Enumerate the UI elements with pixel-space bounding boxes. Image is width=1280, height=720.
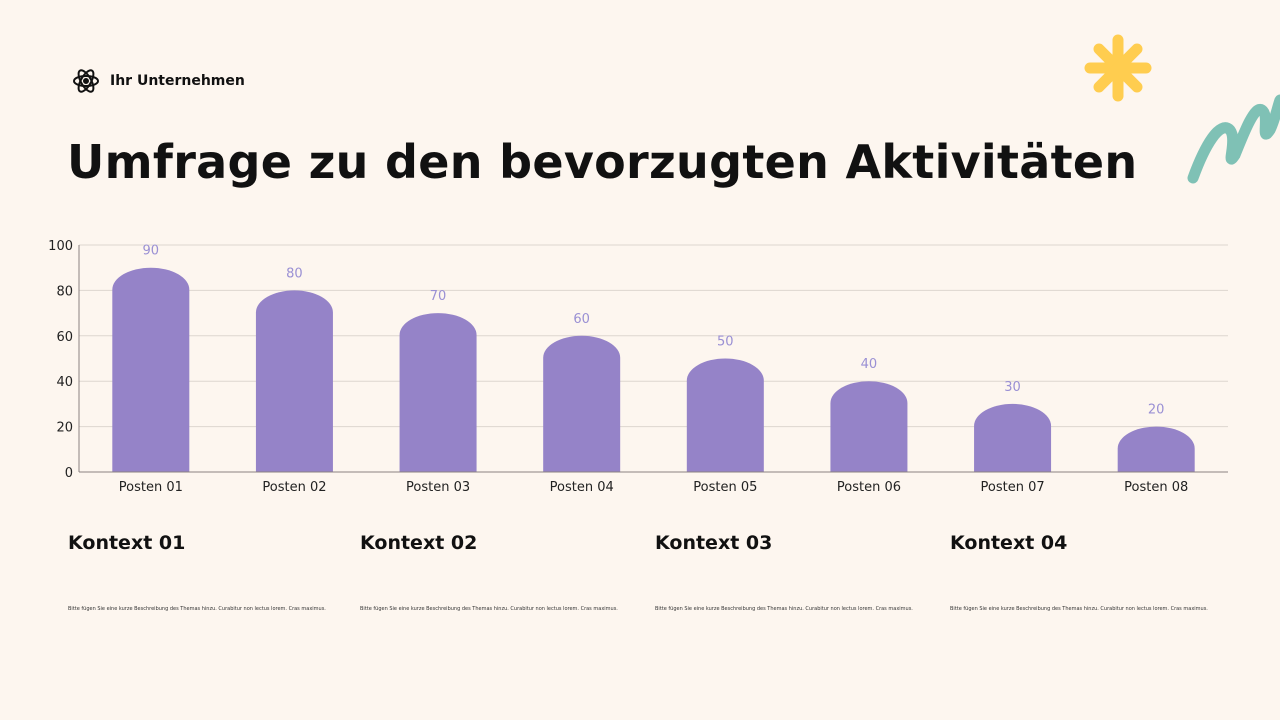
bar: [686, 358, 764, 472]
bar-chart: 0 20 40 60 80 100 90 Posten 01 80 Posten 02 70 Post…: [48, 239, 1228, 495]
page-title: Umfrage zu den bevorzugten Aktivitäten: [67, 135, 1138, 189]
y-tick-label: 40: [56, 375, 73, 390]
asterisk-decoration-icon: [1084, 34, 1152, 102]
x-tick-label: Posten 04: [550, 480, 614, 495]
context-text: Bitte fügen Sie eine kurze Beschreibung …: [68, 606, 326, 612]
y-tick-label: 60: [56, 330, 73, 345]
brand-name: Ihr Unternehmen: [110, 73, 245, 89]
x-tick-label: Posten 01: [119, 480, 183, 495]
data-label: 50: [717, 335, 734, 350]
context-text: Bitte fügen Sie eine kurze Beschreibung …: [360, 606, 618, 612]
bar: [830, 381, 908, 472]
x-tick-label: Posten 08: [1124, 480, 1188, 495]
data-label: 20: [1148, 403, 1165, 418]
bar: [255, 290, 333, 472]
bar: [974, 403, 1052, 472]
x-tick-label: Posten 06: [837, 480, 901, 495]
context-heading: Kontext 02: [360, 532, 478, 554]
data-label: 90: [143, 244, 160, 259]
context-heading: Kontext 01: [68, 532, 186, 554]
context-text: Bitte fügen Sie eine kurze Beschreibung …: [950, 606, 1208, 612]
data-label: 80: [286, 266, 303, 281]
atom-icon: [73, 69, 99, 93]
bar: [543, 335, 621, 472]
context-block: Kontext 01 Bitte fügen Sie eine kurze Be…: [68, 532, 348, 612]
context-text: Bitte fügen Sie eine kurze Beschreibung …: [655, 606, 913, 612]
x-tick-label: Posten 02: [262, 480, 326, 495]
bar: [1117, 426, 1195, 472]
context-heading: Kontext 03: [655, 532, 773, 554]
squiggle-decoration-icon: [1187, 94, 1280, 184]
context-block: Kontext 04 Bitte fügen Sie eine kurze Be…: [950, 532, 1230, 612]
y-tick-label: 100: [48, 239, 73, 254]
data-label: 30: [1004, 380, 1021, 395]
y-tick-label: 20: [56, 421, 73, 436]
bar: [112, 267, 190, 472]
context-block: Kontext 03 Bitte fügen Sie eine kurze Be…: [655, 532, 935, 612]
x-tick-label: Posten 07: [981, 480, 1045, 495]
brand: Ihr Unternehmen: [72, 67, 245, 95]
context-heading: Kontext 04: [950, 532, 1068, 554]
data-label: 60: [573, 312, 590, 327]
y-tick-label: 0: [65, 466, 73, 481]
x-tick-label: Posten 05: [693, 480, 757, 495]
data-label: 40: [861, 357, 878, 372]
context-block: Kontext 02 Bitte fügen Sie eine kurze Be…: [360, 532, 640, 612]
bar: [399, 313, 477, 472]
data-label: 70: [430, 289, 447, 304]
x-tick-label: Posten 03: [406, 480, 470, 495]
y-tick-label: 80: [56, 284, 73, 299]
